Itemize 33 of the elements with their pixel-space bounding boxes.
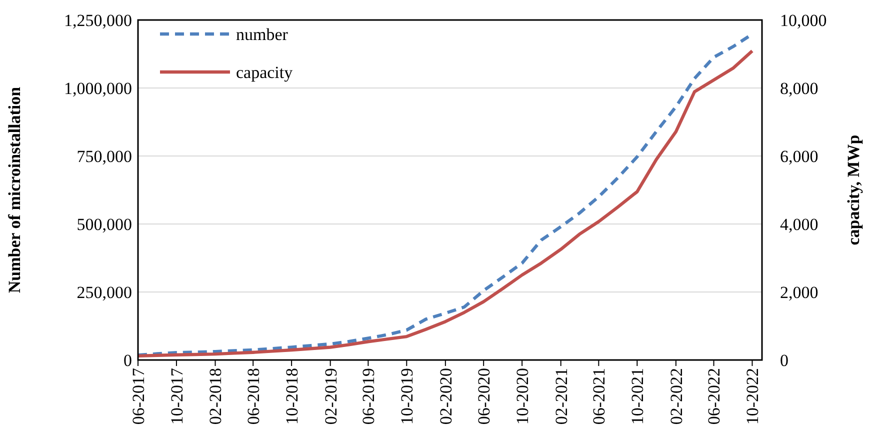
y-tick-label: 0 [124, 350, 132, 370]
x-tick-label: 10-2017 [167, 368, 186, 425]
x-tick-label: 06-2021 [590, 368, 609, 425]
x-tick-label: 06-2022 [704, 368, 724, 425]
x-tick-label: 10-2020 [513, 368, 532, 425]
x-tick-label: 02-2022 [666, 368, 686, 425]
y-tick-label: 250,000 [76, 282, 132, 302]
legend-label: number [236, 24, 288, 44]
y2-tick-label: 4,000 [780, 214, 818, 234]
x-tick-label: 02-2019 [321, 368, 340, 425]
y-tick-label: 1,000,000 [64, 78, 132, 98]
x-tick-label: 10-2018 [282, 368, 302, 425]
y2-tick-label: 6,000 [780, 146, 818, 166]
legend-label: capacity [236, 62, 294, 82]
y-tick-label: 750,000 [76, 146, 132, 166]
x-tick-label: 02-2018 [206, 368, 226, 425]
y2-tick-label: 2,000 [780, 282, 818, 302]
x-tick-label: 10-2021 [628, 368, 648, 425]
y2-tick-label: 0 [780, 350, 788, 370]
x-tick-label: 02-2020 [436, 368, 456, 425]
y2-tick-label: 10,000 [780, 10, 827, 30]
y-tick-label: 1,250,000 [64, 10, 132, 30]
y-axis-title: Number of microinstallation [5, 86, 24, 294]
x-tick-label: 02-2021 [552, 368, 571, 425]
x-tick-label: 06-2017 [128, 368, 148, 425]
x-tick-label: 06-2018 [244, 368, 264, 425]
y2-axis-title: capacity, MWp [844, 134, 863, 246]
x-tick-label: 10-2022 [743, 368, 762, 425]
x-tick-label: 06-2020 [474, 368, 494, 425]
y2-tick-label: 8,000 [780, 78, 818, 98]
x-tick-label: 10-2019 [398, 368, 417, 425]
x-tick-label: 06-2019 [359, 368, 378, 425]
y-tick-label: 500,000 [76, 214, 132, 234]
